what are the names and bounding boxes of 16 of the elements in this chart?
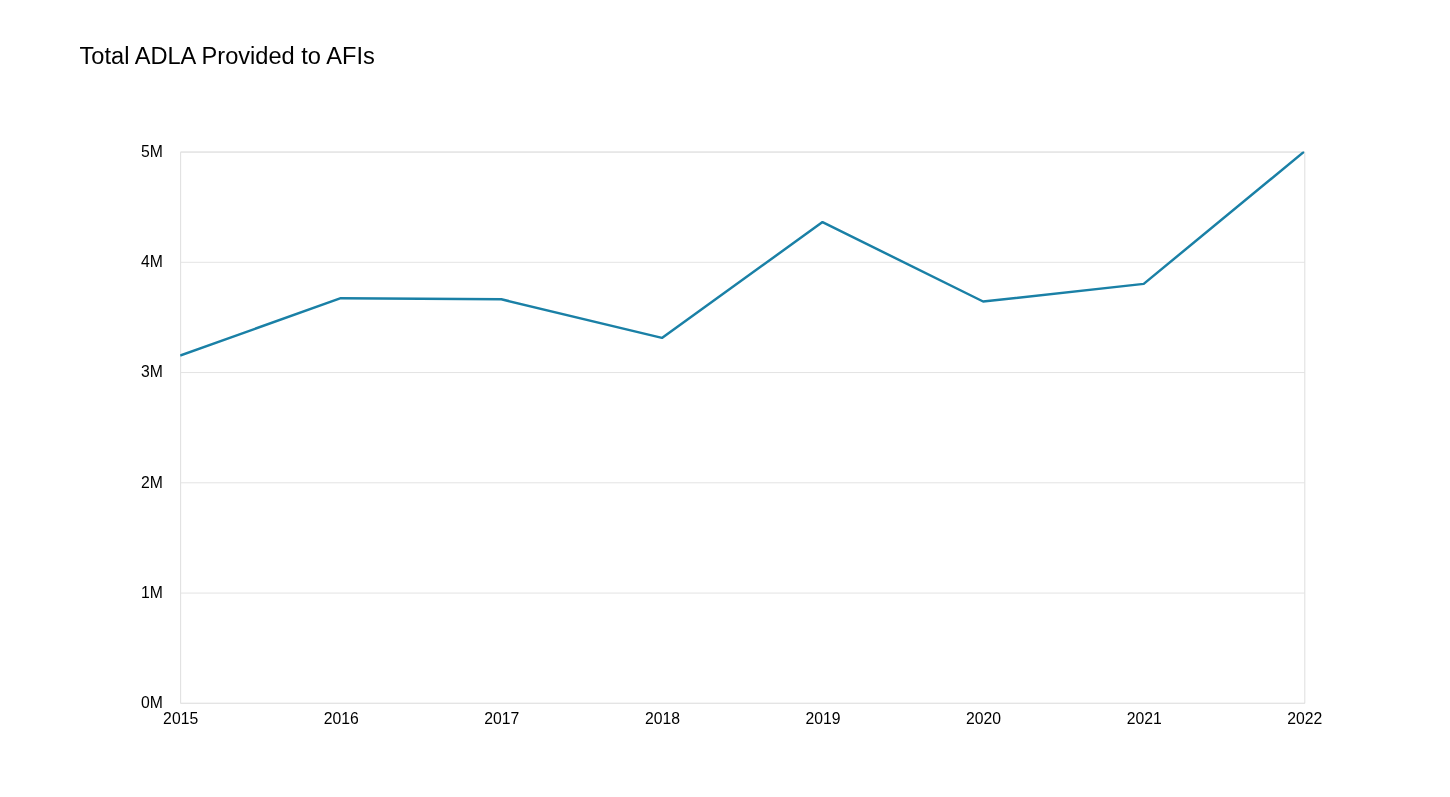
x-tick-label: 2022 <box>1287 709 1323 727</box>
y-tick-label: 5M <box>141 142 163 160</box>
chart-title: Total ADLA Provided to AFIs <box>79 42 375 69</box>
x-tick-label: 2017 <box>484 709 520 727</box>
x-tick-label: 2016 <box>323 709 359 727</box>
y-tick-label: 1M <box>141 583 163 601</box>
y-tick-label: 2M <box>141 473 163 491</box>
line-series <box>180 151 1305 357</box>
y-tick-label: 0M <box>141 694 163 712</box>
y-tick-label: 3M <box>141 363 163 381</box>
x-tick-label: 2020 <box>966 709 1002 727</box>
x-tick-label: 2015 <box>163 709 199 727</box>
x-tick-label: 2019 <box>805 709 841 727</box>
x-tick-label: 2018 <box>644 709 681 727</box>
x-tick-label: 2021 <box>1126 709 1162 727</box>
y-tick-label: 4M <box>141 253 163 271</box>
